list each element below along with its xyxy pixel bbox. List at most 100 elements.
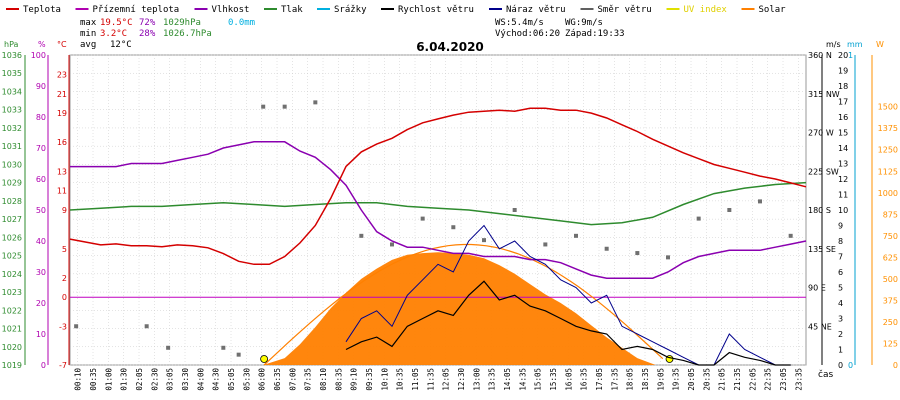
legend-label-7: Směr větru <box>598 5 652 15</box>
pressure-tick-5: 1024 <box>2 270 22 279</box>
sunrise-info: Východ:06:20 <box>495 29 560 39</box>
windms-tick-9: 9 <box>838 222 843 231</box>
temp-tick-11: 23 <box>57 70 67 79</box>
x-tick-28: 14:05 <box>503 368 512 391</box>
x-tick-15: 07:35 <box>304 368 313 391</box>
x-tick-39: 19:35 <box>672 368 681 391</box>
sunrise-marker <box>260 355 269 363</box>
x-tick-18: 09:10 <box>350 368 359 391</box>
header-w: W <box>876 40 884 49</box>
humidity-tick-10: 100 <box>31 51 46 60</box>
x-tick-6: 03:05 <box>166 368 175 391</box>
x-tick-1: 00:35 <box>89 368 98 391</box>
x-tick-20: 10:10 <box>380 368 389 391</box>
pressure-tick-14: 1033 <box>2 106 22 115</box>
x-tick-23: 11:35 <box>426 368 435 391</box>
solar-tick-9: 1125 <box>878 167 898 176</box>
x-tick-0: 00:10 <box>74 368 83 391</box>
x-tick-24: 12:05 <box>442 368 451 391</box>
stat-avg-label: avg <box>80 40 96 50</box>
x-tick-7: 03:30 <box>181 368 190 391</box>
stat-max-hum: 72% <box>139 18 156 28</box>
header-hpa: hPa <box>4 40 19 49</box>
windms-tick-19: 19 <box>838 67 848 76</box>
windms-tick-2: 2 <box>838 330 843 339</box>
x-tick-47: 23:35 <box>794 368 803 391</box>
wind-dir-point-7 <box>313 100 318 105</box>
series-temperature <box>69 107 807 266</box>
temp-tick-5: 9 <box>62 206 67 215</box>
wind-dir-point-17 <box>635 251 640 256</box>
x-tick-19: 09:35 <box>365 368 374 391</box>
x-tick-22: 11:05 <box>411 368 420 391</box>
temp-tick-10: 21 <box>57 90 67 99</box>
temp-tick-1: -3 <box>59 322 67 331</box>
wind-dir-point-14 <box>543 242 548 247</box>
legend: Teplota Přízemní teplota Vlhkost Tlak Srážky… <box>6 5 786 15</box>
stat-min-hum: 28% <box>139 29 156 39</box>
header-degc: °C <box>57 40 67 49</box>
legend-label-6: Náraz větru <box>506 5 566 15</box>
pressure-tick-0: 1019 <box>2 361 22 370</box>
x-tick-10: 05:05 <box>227 368 236 391</box>
x-tick-3: 01:30 <box>120 368 129 391</box>
humidity-tick-4: 40 <box>36 237 46 246</box>
x-tick-21: 10:35 <box>396 368 405 391</box>
x-tick-43: 21:35 <box>733 368 742 391</box>
wind-dir-point-16 <box>604 246 609 251</box>
stat-min-press: 1026.7hPa <box>163 29 212 39</box>
windms-tick-0: 0 <box>838 361 843 370</box>
winddir-tick-2: 270 W <box>808 129 834 138</box>
solar-tick-0: 0 <box>893 361 898 370</box>
x-tick-45: 22:35 <box>764 368 773 391</box>
x-tick-4: 02:05 <box>135 368 144 391</box>
windms-tick-16: 16 <box>838 113 848 122</box>
x-tick-31: 15:35 <box>549 368 558 391</box>
legend-label-2: Vlhkost <box>212 5 250 15</box>
pressure-tick-12: 1031 <box>2 142 22 151</box>
header-ms: m/s <box>826 40 841 49</box>
windms-tick-20: 20 <box>838 51 848 60</box>
windms-tick-4: 4 <box>838 299 843 308</box>
humidity-tick-2: 20 <box>36 299 46 308</box>
pressure-tick-9: 1028 <box>2 197 22 206</box>
winddir-tick-3: 225 SW <box>808 167 839 176</box>
wind-dir-point-0 <box>74 324 79 329</box>
humidity-tick-9: 90 <box>36 82 46 91</box>
solar-tick-5: 625 <box>883 253 898 262</box>
pressure-tick-1: 1020 <box>2 343 22 352</box>
series-wind-gust <box>345 224 791 366</box>
stat-max-label: max <box>80 18 97 28</box>
windms-tick-11: 11 <box>838 191 848 200</box>
x-tick-14: 07:00 <box>288 368 297 391</box>
pressure-tick-3: 1022 <box>2 306 22 315</box>
legend-label-9: Solar <box>759 5 787 15</box>
axis-headers: hPa % °C m/s mm W <box>4 40 884 49</box>
legend-label-4: Srážky <box>334 5 367 15</box>
wind-info: WS:5.4m/s WG:9m/s Východ:06:20 Západ:19:… <box>495 18 625 39</box>
x-tick-16: 08:10 <box>319 368 328 391</box>
windms-tick-14: 14 <box>838 144 848 153</box>
series-humidity <box>70 141 807 279</box>
temp-tick-4: 5 <box>62 245 67 254</box>
temp-tick-3: 2 <box>62 274 67 283</box>
temp-tick-9: 19 <box>57 109 67 118</box>
x-tick-44: 22:05 <box>748 368 757 391</box>
humidity-tick-6: 60 <box>36 175 46 184</box>
legend-label-3: Tlak <box>281 5 303 15</box>
x-tick-37: 18:35 <box>641 368 650 391</box>
pressure-tick-15: 1034 <box>2 87 22 96</box>
humidity-tick-1: 10 <box>36 330 46 339</box>
windms-tick-12: 12 <box>838 175 848 184</box>
wind-dir-point-4 <box>236 352 241 357</box>
stat-min-label: min <box>80 29 96 39</box>
winddir-tick-1: 315 NW <box>808 90 840 99</box>
solar-tick-6: 750 <box>883 232 898 241</box>
humidity-tick-3: 30 <box>36 268 46 277</box>
x-tick-38: 19:05 <box>656 368 665 391</box>
x-tick-27: 13:35 <box>488 368 497 391</box>
temp-tick-7: 13 <box>57 167 67 176</box>
pressure-tick-2: 1021 <box>2 325 22 334</box>
solar-tick-7: 875 <box>883 210 898 219</box>
winddir-tick-4: 180 S <box>808 206 831 215</box>
